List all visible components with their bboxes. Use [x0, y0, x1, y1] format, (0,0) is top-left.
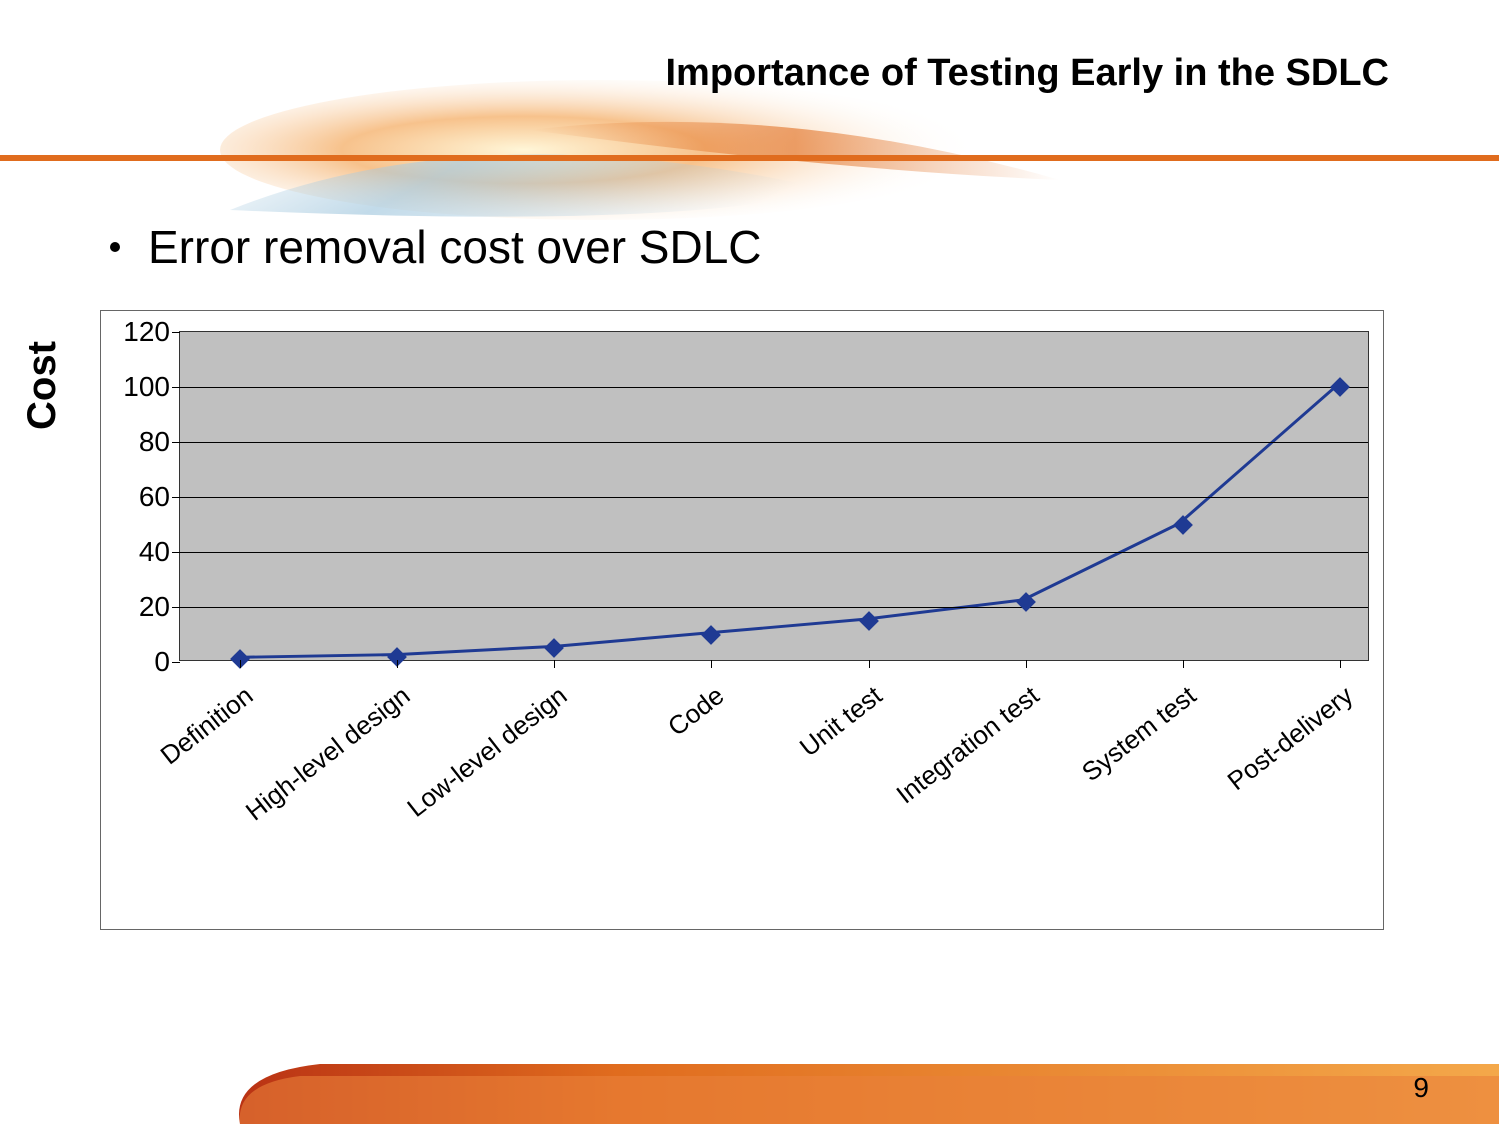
line-series	[180, 332, 1368, 660]
page-number: 9	[1413, 1072, 1429, 1104]
y-tick-mark	[172, 442, 180, 443]
y-tick-mark	[172, 552, 180, 553]
x-tick-mark	[554, 660, 555, 668]
y-tick-mark	[172, 607, 180, 608]
y-axis-label: Cost	[20, 341, 65, 430]
title-underline	[0, 155, 1499, 161]
y-tick-label: 20	[139, 591, 170, 623]
y-tick-mark	[172, 332, 180, 333]
y-tick-label: 40	[139, 536, 170, 568]
grid-line	[180, 552, 1368, 553]
x-tick-mark	[711, 660, 712, 668]
bullet-dot-icon	[110, 242, 120, 252]
y-tick-mark	[172, 387, 180, 388]
grid-line	[180, 442, 1368, 443]
grid-line	[180, 497, 1368, 498]
bullet-item: Error removal cost over SDLC	[110, 220, 762, 274]
x-tick-mark	[397, 660, 398, 668]
x-tick-label: Definition	[155, 680, 260, 771]
footer-swoosh	[200, 1054, 1499, 1124]
y-tick-label: 100	[123, 371, 170, 403]
plot-area: 020406080100120DefinitionHigh-level desi…	[179, 331, 1369, 661]
x-tick-label: Integration test	[890, 680, 1045, 810]
bullet-text: Error removal cost over SDLC	[148, 221, 762, 273]
x-tick-mark	[869, 660, 870, 668]
grid-line	[180, 387, 1368, 388]
grid-line	[180, 607, 1368, 608]
x-tick-label: Post-delivery	[1222, 680, 1360, 797]
y-tick-mark	[172, 497, 180, 498]
y-tick-label: 60	[139, 481, 170, 513]
x-tick-label: Code	[662, 680, 730, 743]
x-tick-label: Low-level design	[402, 680, 574, 824]
y-tick-mark	[172, 662, 180, 663]
x-tick-label: Unit test	[793, 680, 887, 763]
x-tick-label: High-level design	[240, 680, 416, 827]
y-tick-label: 0	[154, 646, 170, 678]
x-tick-mark	[1026, 660, 1027, 668]
x-tick-mark	[1340, 660, 1341, 668]
y-tick-label: 120	[123, 316, 170, 348]
x-tick-mark	[240, 660, 241, 668]
chart-container: 0 20 40 60 80 100 120 DefinitionHigh-level desi…	[100, 310, 1384, 930]
slide-title: Importance of Testing Early in the SDLC	[665, 52, 1389, 95]
x-tick-label: System test	[1076, 680, 1202, 788]
x-tick-mark	[1183, 660, 1184, 668]
y-tick-label: 80	[139, 426, 170, 458]
